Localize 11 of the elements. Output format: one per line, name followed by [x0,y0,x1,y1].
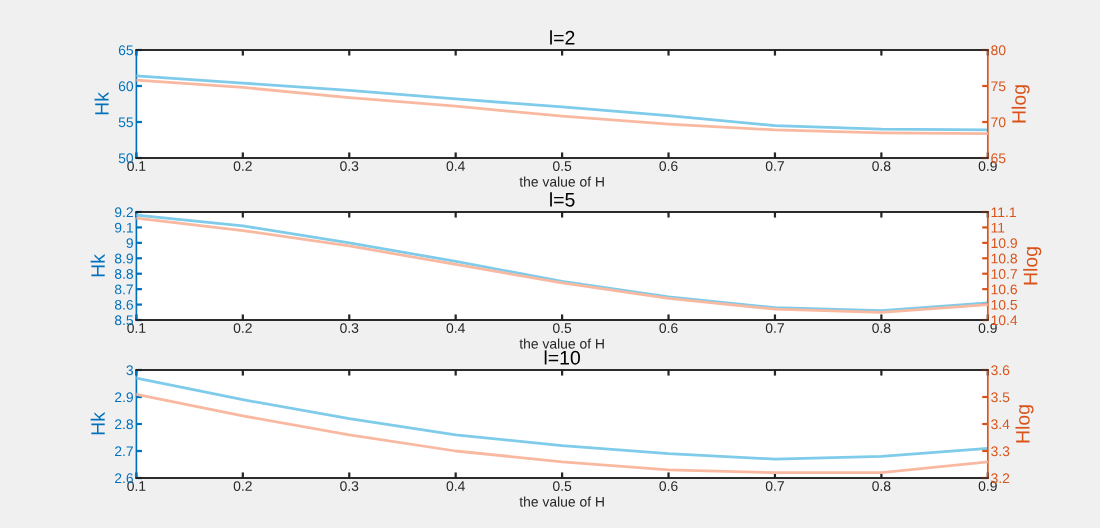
y2-axis-title: Hlog [1015,405,1034,443]
y-axis-title: Hk [90,412,105,435]
y-axis-title: Hk [90,254,105,277]
y2-axis-title: Hlog [1011,85,1030,123]
y-axis-title: Hk [94,92,109,115]
line-series [136,376,988,461]
chart-title: l=5 [550,192,575,207]
chart-title: l=10 [544,350,580,365]
chart-title: l=2 [550,30,575,45]
line-series [136,392,988,474]
y2-axis-title: Hlog [1023,247,1042,285]
